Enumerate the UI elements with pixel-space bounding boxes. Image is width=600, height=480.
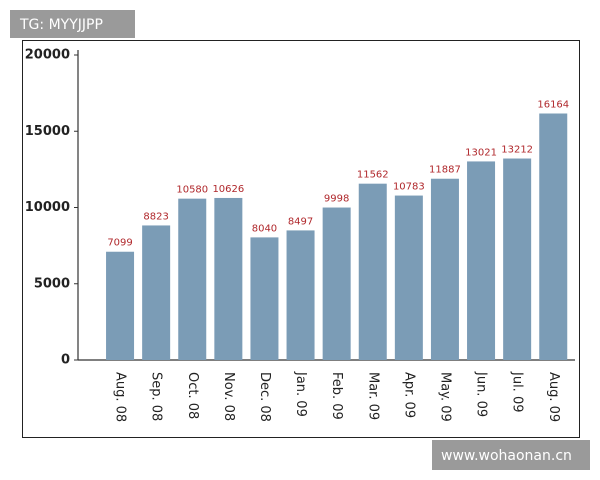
x-tick-label: Sep. 08 — [149, 372, 164, 421]
y-tick-label: 5000 — [34, 276, 70, 291]
x-tick-label: Nov. 08 — [221, 372, 236, 421]
bar — [430, 178, 459, 360]
value-label: 16164 — [537, 99, 569, 110]
x-tick-label: Oct. 08 — [185, 372, 200, 419]
x-tick-label: Apr. 09 — [401, 372, 416, 418]
x-tick-label: Jul. 09 — [510, 371, 525, 413]
value-label: 10626 — [212, 184, 244, 195]
y-tick-label: 10000 — [25, 200, 70, 215]
bar — [286, 230, 315, 360]
x-tick-label: Aug. 08 — [113, 372, 128, 422]
x-tick-label: May. 09 — [437, 372, 452, 422]
x-tick-label: Jun. 09 — [474, 371, 489, 417]
x-tick-label: Mar. 09 — [365, 372, 380, 420]
value-label: 11887 — [429, 165, 461, 176]
x-tick-label: Dec. 08 — [257, 372, 272, 422]
value-label: 10580 — [176, 185, 208, 196]
value-label: 8040 — [252, 223, 277, 234]
bar — [250, 237, 279, 360]
value-label: 8823 — [143, 211, 168, 222]
value-label: 11562 — [357, 170, 389, 181]
bar — [106, 251, 135, 360]
bar — [178, 198, 207, 360]
x-tick-label: Aug. 09 — [546, 372, 561, 422]
y-tick-label: 0 — [61, 353, 70, 368]
bar — [142, 225, 171, 360]
y-tick-label: 15000 — [25, 124, 70, 139]
bar — [214, 197, 243, 360]
bar — [322, 207, 351, 360]
value-label: 13212 — [501, 145, 533, 156]
value-label: 8497 — [288, 216, 313, 227]
watermark-box — [432, 440, 590, 470]
bar — [503, 158, 532, 360]
bar — [358, 183, 387, 360]
value-label: 9998 — [324, 194, 349, 205]
x-tick-label: Feb. 09 — [329, 372, 344, 420]
bar — [467, 161, 496, 360]
watermark: TG: MYYJJPP — [19, 17, 103, 33]
x-tick-label: Jan. 09 — [293, 371, 308, 417]
bar — [394, 195, 423, 360]
value-label: 13021 — [465, 147, 497, 158]
watermark: www.wohaonan.cn — [441, 448, 572, 464]
bar — [539, 113, 568, 361]
y-tick-label: 20000 — [25, 48, 70, 63]
value-label: 10783 — [393, 182, 425, 193]
watermark-box — [10, 10, 135, 38]
value-label: 7099 — [107, 238, 132, 249]
